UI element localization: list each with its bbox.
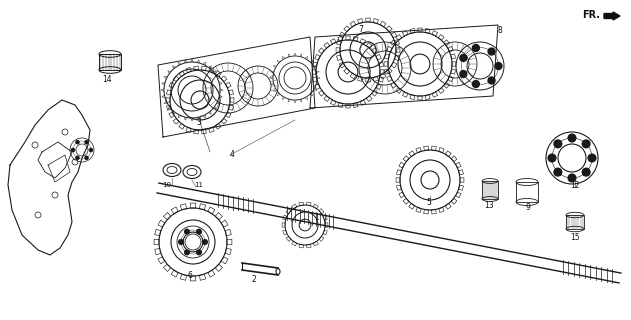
Text: FR.: FR. <box>582 10 600 20</box>
Circle shape <box>587 154 596 163</box>
Bar <box>99 54 121 70</box>
Circle shape <box>202 239 208 245</box>
Circle shape <box>553 168 562 177</box>
Circle shape <box>75 140 80 145</box>
Circle shape <box>567 173 577 182</box>
Circle shape <box>184 228 190 235</box>
Circle shape <box>472 44 480 52</box>
Text: 4: 4 <box>230 150 235 159</box>
Circle shape <box>196 228 202 235</box>
Circle shape <box>553 139 562 148</box>
Circle shape <box>548 154 557 163</box>
Circle shape <box>196 249 202 255</box>
Text: 6: 6 <box>188 271 193 280</box>
Text: 5: 5 <box>426 198 431 207</box>
Circle shape <box>487 47 496 56</box>
Circle shape <box>472 80 480 88</box>
Circle shape <box>582 139 591 148</box>
Text: 13: 13 <box>484 201 493 210</box>
Circle shape <box>567 133 577 143</box>
Text: 1: 1 <box>314 213 319 222</box>
Bar <box>566 215 584 229</box>
FancyArrow shape <box>604 12 620 20</box>
Text: 14: 14 <box>102 75 112 84</box>
Text: 3: 3 <box>196 118 201 127</box>
Circle shape <box>582 168 591 177</box>
Text: 8: 8 <box>497 26 502 35</box>
Text: 2: 2 <box>252 275 257 284</box>
Text: 11: 11 <box>194 182 203 188</box>
Text: 7: 7 <box>358 25 363 34</box>
Text: 10: 10 <box>162 182 171 188</box>
Circle shape <box>178 239 184 245</box>
Text: 15: 15 <box>570 233 580 242</box>
Circle shape <box>89 148 93 152</box>
Circle shape <box>459 54 468 62</box>
Circle shape <box>84 156 89 160</box>
Circle shape <box>75 156 80 160</box>
Circle shape <box>459 70 468 78</box>
Text: 9: 9 <box>525 203 530 212</box>
Circle shape <box>184 249 190 255</box>
Circle shape <box>494 62 503 70</box>
Text: 12: 12 <box>570 181 579 190</box>
Circle shape <box>71 148 75 152</box>
Bar <box>516 182 538 202</box>
Bar <box>482 181 498 199</box>
Circle shape <box>84 140 89 145</box>
Circle shape <box>487 76 496 85</box>
